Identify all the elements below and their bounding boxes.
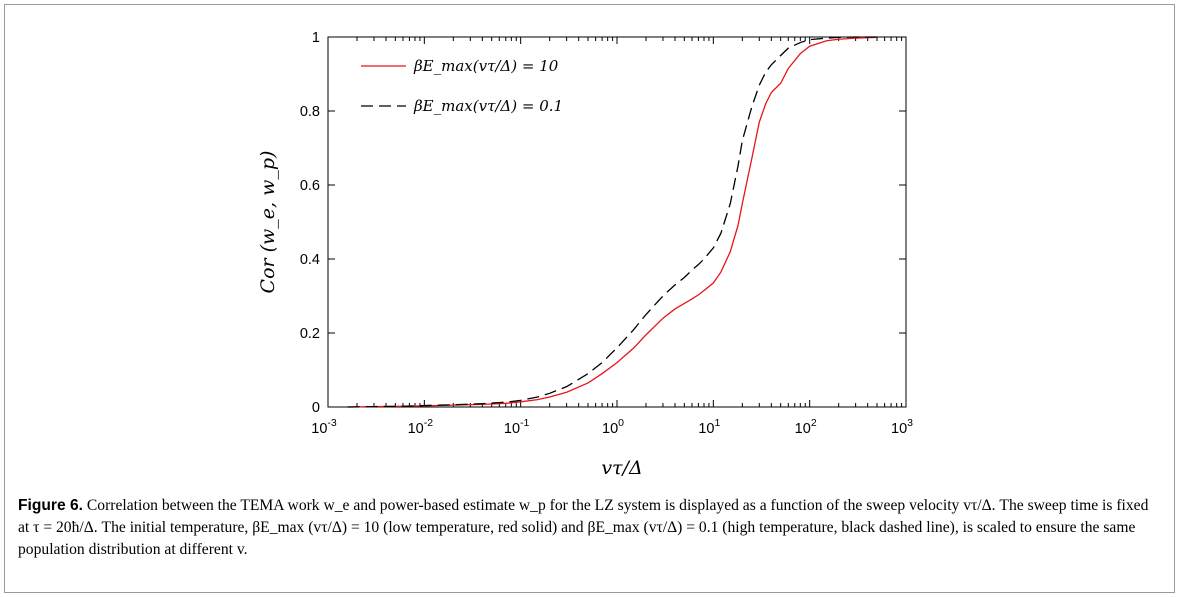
x-tick-label: 101 bbox=[698, 417, 720, 437]
x-axis-label: vτ/Δ bbox=[601, 457, 642, 479]
x-tick-label: 10-3 bbox=[311, 417, 337, 437]
y-tick-label: 1 bbox=[312, 30, 320, 46]
figure-frame bbox=[4, 4, 1175, 593]
x-tick-label: 102 bbox=[795, 417, 817, 437]
series-layer bbox=[347, 36, 878, 408]
y-tick-label: 0.8 bbox=[300, 104, 320, 120]
y-tick-label: 0.2 bbox=[300, 326, 320, 342]
caption-text: Correlation between the TEMA work w_e an… bbox=[18, 497, 1149, 558]
series-line-1 bbox=[347, 36, 878, 408]
legend-label-1: βE_max(vτ/Δ) = 10 bbox=[413, 57, 559, 75]
y-tick-label: 0.4 bbox=[300, 252, 320, 268]
plot-area-border bbox=[327, 36, 907, 408]
y-axis-label: Cor (w_e, w_p) bbox=[257, 151, 279, 294]
y-tick-label: 0 bbox=[312, 400, 320, 416]
axes-layer: 10-3 10-2 10-1 100 101 102 103 0 0.2 0.4 0.6 0.8 1 bbox=[300, 30, 913, 437]
x-tick-label: 10-2 bbox=[408, 417, 434, 437]
figure-label: Figure 6. bbox=[18, 497, 83, 514]
legend-label-2: βE_max(vτ/Δ) = 0.1 bbox=[413, 97, 563, 115]
x-tick-label: 100 bbox=[602, 417, 624, 437]
x-tick-label: 10-1 bbox=[504, 417, 530, 437]
x-tick-label: 103 bbox=[891, 417, 913, 437]
series-line-2 bbox=[347, 36, 877, 408]
legend: βE_max(vτ/Δ) = 10 βE_max(vτ/Δ) = 0.1 bbox=[361, 57, 563, 115]
chart: 10-3 10-2 10-1 100 101 102 103 0 0.2 0.4 0.6 0.8 1 β… bbox=[257, 30, 913, 479]
figure-caption: Figure 6. Correlation between the TEMA w… bbox=[18, 495, 1158, 561]
y-tick-label: 0.6 bbox=[300, 178, 320, 194]
